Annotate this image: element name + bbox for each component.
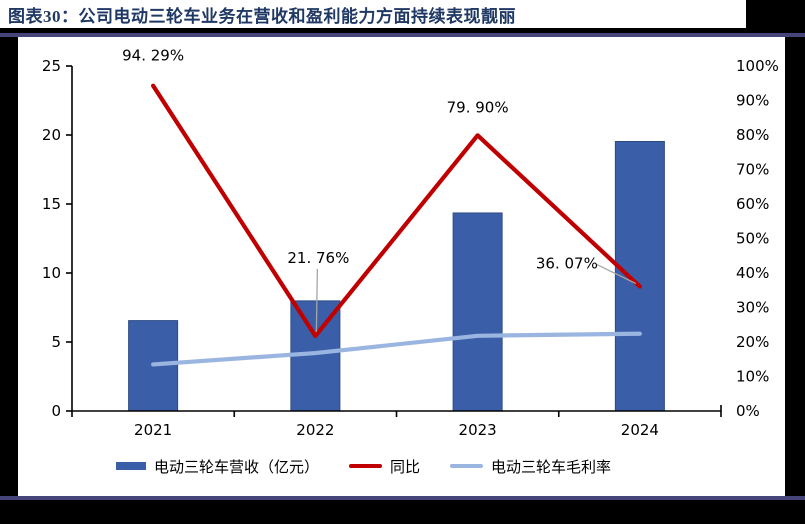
top-divider-rule: [0, 33, 805, 37]
bottom-divider-rule: [0, 496, 805, 500]
right-axis-tick-label: 90%: [736, 92, 769, 110]
margin-line-swatch-icon: [450, 464, 484, 468]
yoy-line-swatch-icon: [349, 464, 383, 468]
legend-item-yoy: 同比: [349, 456, 420, 477]
chart-title-band: 图表30：公司电动三轮车业务在营收和盈利能力方面持续表现靓丽: [0, 0, 746, 28]
legend-label-revenue: 电动三轮车营收（亿元）: [154, 459, 320, 476]
x-axis-category-label: 2021: [134, 421, 172, 439]
left-axis-tick-label: 25: [42, 57, 61, 75]
left-axis-tick-label: 0: [51, 402, 61, 420]
right-axis-tick-label: 100%: [736, 57, 779, 75]
right-axis-tick-label: 20%: [736, 333, 769, 351]
chart-legend: 电动三轮车营收（亿元） 同比 电动三轮车毛利率: [116, 455, 611, 477]
right-axis-tick-label: 10%: [736, 368, 769, 386]
legend-item-margin: 电动三轮车毛利率: [450, 456, 611, 477]
data-label-leader: [315, 268, 319, 332]
yoy-data-label: 94. 29%: [122, 47, 184, 65]
revenue-bar-swatch-icon: [116, 462, 146, 470]
right-axis-tick-label: 30%: [736, 299, 769, 317]
x-axis-category-label: 2024: [621, 421, 659, 439]
legend-label-margin: 电动三轮车毛利率: [491, 459, 612, 476]
right-axis-tick-label: 50%: [736, 230, 769, 248]
combo-chart: 94. 29% 21. 76% 79. 90% 36. 07% 0 5 10 15 20 25 0%…: [42, 47, 779, 439]
yoy-data-label: 79. 90%: [447, 98, 509, 116]
right-axis-tick-label: 40%: [736, 264, 769, 282]
yoy-data-label: 21. 76%: [287, 249, 349, 267]
bar-2023: [452, 212, 503, 412]
right-axis-tick-label: 0%: [736, 402, 760, 420]
yoy-data-label: 36. 07%: [536, 255, 598, 273]
right-axis-tick-label: 60%: [736, 195, 769, 213]
left-axis-tick-label: 10: [42, 264, 61, 282]
chart-panel: 94. 29% 21. 76% 79. 90% 36. 07% 0 5 10 15 20 25 0%…: [18, 37, 785, 496]
margin-line: [151, 331, 642, 367]
bar-2024: [614, 140, 665, 412]
chart-title: 图表30：公司电动三轮车业务在营收和盈利能力方面持续表现靓丽: [8, 6, 516, 26]
right-axis-tick-label: 70%: [736, 161, 769, 179]
yoy-line: [151, 83, 642, 339]
legend-label-yoy: 同比: [390, 459, 421, 476]
x-axis-category-label: 2023: [459, 421, 497, 439]
data-label-leader: [596, 263, 637, 285]
left-axis-tick-label: 20: [42, 126, 61, 144]
right-axis-tick-label: 80%: [736, 126, 769, 144]
left-axis-tick-label: 5: [51, 333, 61, 351]
left-axis-tick-label: 15: [42, 195, 61, 213]
x-axis-category-label: 2022: [296, 421, 334, 439]
legend-item-revenue: 电动三轮车营收（亿元）: [116, 456, 319, 477]
